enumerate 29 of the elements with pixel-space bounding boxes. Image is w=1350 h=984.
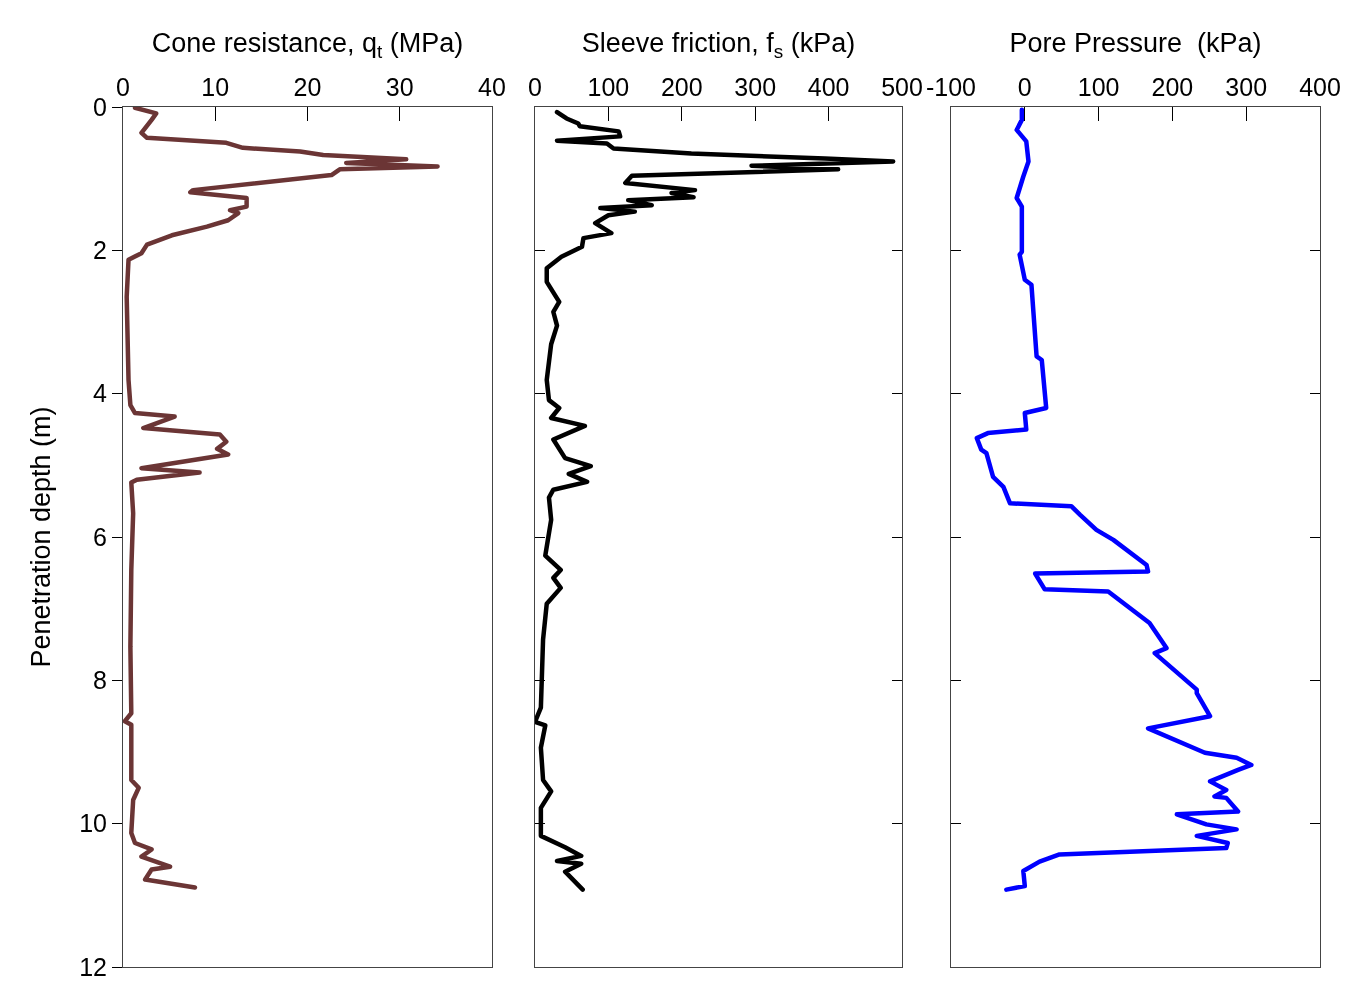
x-tick-label: 0 xyxy=(528,73,542,101)
x-tick-label: 300 xyxy=(1225,73,1268,101)
x-tick-label: 20 xyxy=(293,73,322,101)
x-axis-title: Sleeve friction, f$_{s}$ (kPa) xyxy=(581,28,856,62)
y-tick-label: 8 xyxy=(93,666,107,695)
y-tick-label: 4 xyxy=(93,379,108,408)
y-tick-label: 2 xyxy=(93,236,107,265)
x-tick-label: -100 xyxy=(925,73,977,101)
x-tick-label: 30 xyxy=(385,73,414,101)
y-tick-label: 12 xyxy=(79,952,107,981)
x-tick-label: 200 xyxy=(660,73,703,101)
x-tick-label: 100 xyxy=(1077,73,1120,101)
y-tick-label: 6 xyxy=(93,522,107,551)
x-tick-label: 400 xyxy=(1299,73,1341,101)
x-axis-title: Cone resistance, q$_{t}$ (MPa) xyxy=(151,28,464,62)
x-tick-label: 500 xyxy=(881,73,923,101)
line-series xyxy=(123,107,440,890)
x-tick-label: 10 xyxy=(201,73,230,101)
x-tick-label: 0 xyxy=(116,73,130,101)
x-tick-label: 400 xyxy=(807,73,850,101)
x-axis-title: Pore Pressure (kPa) xyxy=(1009,28,1262,59)
x-tick-label: 300 xyxy=(734,73,777,101)
x-tick-label: 40 xyxy=(478,73,506,101)
y-tick-label: 10 xyxy=(79,809,107,838)
x-tick-label: 100 xyxy=(587,73,630,101)
x-tick-label: 0 xyxy=(1017,73,1032,101)
y-tick-label: 0 xyxy=(93,92,107,121)
x-tick-label: 200 xyxy=(1151,73,1194,101)
y-axis-title: Penetration depth (m) xyxy=(26,406,57,668)
